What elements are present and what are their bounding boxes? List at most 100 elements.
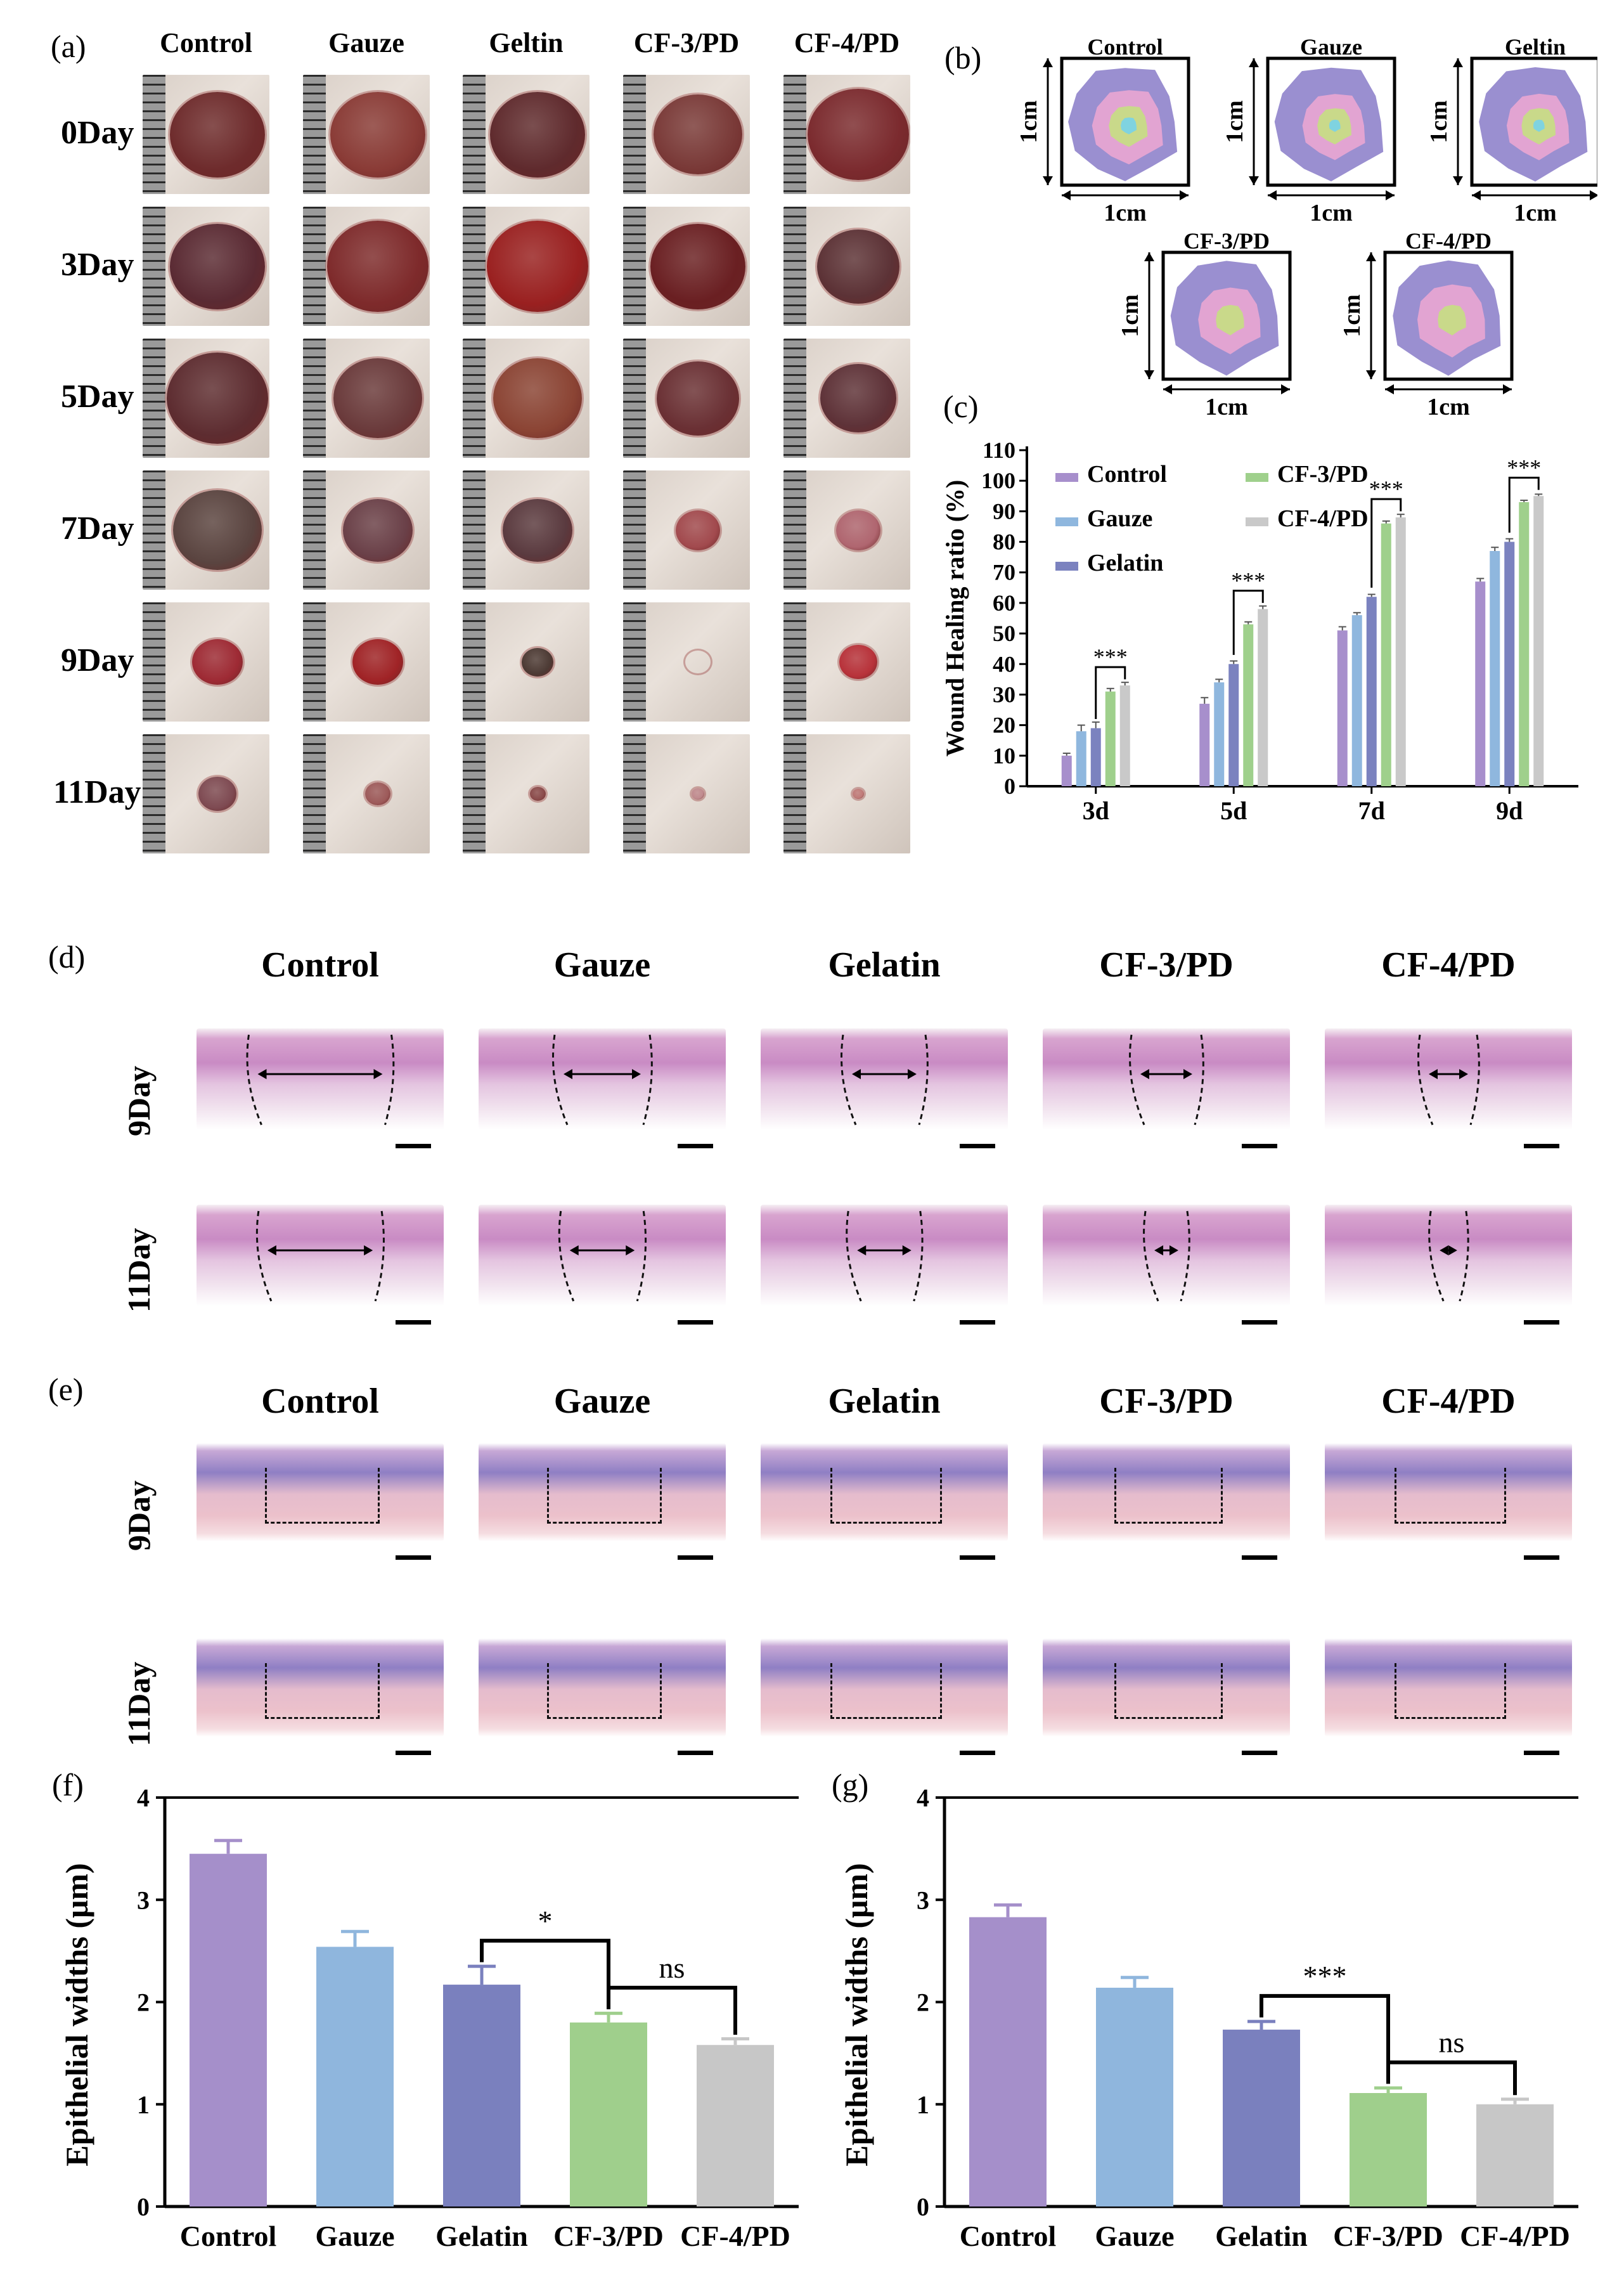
- wound-area: [692, 788, 704, 800]
- bar: [1199, 703, 1210, 786]
- x-tick-label: 9d: [1496, 796, 1523, 825]
- histology-section: [761, 1205, 1008, 1306]
- scale-bar: [1524, 1555, 1559, 1560]
- panel-a-letter: (a): [51, 29, 86, 64]
- wound-gap-marker: [255, 1210, 385, 1302]
- wound-edge-line: [246, 1034, 262, 1125]
- histology-row-header: 11Day: [121, 1661, 157, 1746]
- significance-label: ***: [1303, 1960, 1347, 1992]
- bar: [1243, 624, 1254, 786]
- photo-column-header: Gauze: [328, 27, 404, 58]
- x-tick-label: 7d: [1358, 796, 1385, 825]
- wound-area: [836, 510, 880, 550]
- significance-bracket: [1370, 498, 1402, 588]
- wound-photo: [623, 207, 750, 326]
- histology-section: [1043, 1205, 1290, 1306]
- y-tick-label: 20: [993, 713, 1015, 738]
- wound-photo: [303, 470, 430, 590]
- wound-area: [817, 229, 899, 304]
- wound-area: [487, 221, 588, 312]
- bar: [1366, 597, 1377, 786]
- wound-area: [167, 353, 268, 444]
- dermis-region-box: [830, 1662, 942, 1719]
- wound-edge-line: [1469, 1034, 1480, 1125]
- scale-bar: [396, 1320, 431, 1325]
- photo-column-header: Geltin: [489, 27, 564, 58]
- panel-letter: (g): [832, 1769, 868, 1803]
- photo-row-header: 0Day: [61, 115, 134, 151]
- histology-section: [1325, 1443, 1572, 1541]
- bar: [1351, 615, 1362, 786]
- scale-bar: [396, 1751, 431, 1755]
- y-tick-label: 50: [993, 621, 1015, 646]
- histology-column-header: Gauze: [553, 1382, 651, 1421]
- significance-bracket: [1508, 476, 1540, 533]
- photo-ruler: [303, 470, 326, 590]
- wound-gap-marker: [846, 1210, 924, 1302]
- photo-ruler: [463, 207, 486, 326]
- histology-section: [1325, 1205, 1572, 1306]
- photo-ruler: [783, 75, 806, 194]
- scale-bar: [678, 1144, 713, 1148]
- wound-gap-marker: [1143, 1210, 1190, 1302]
- y-axis-label: Epithelial widths (μm): [59, 1863, 94, 2166]
- y-tick-label: 3: [917, 1886, 929, 1914]
- wound-photo: [303, 339, 430, 458]
- wound-photo: [463, 734, 590, 853]
- wound-area: [490, 91, 585, 178]
- photo-ruler: [303, 207, 326, 326]
- wound-photo: [463, 75, 590, 194]
- histology-column-header: Gelatin: [828, 945, 941, 985]
- wound-photo: [783, 339, 910, 458]
- wound-photo: [143, 602, 269, 722]
- x-tick-label: Control: [960, 2220, 1057, 2252]
- wound-gap-marker: [246, 1034, 395, 1125]
- panel-d-letter: (d): [48, 939, 86, 975]
- gap-arrowhead: [1429, 1069, 1468, 1079]
- legend-swatch: [1055, 473, 1078, 482]
- wound-photo: [463, 339, 590, 458]
- wound-edge-line: [384, 1034, 395, 1125]
- wound-edge-line: [1129, 1034, 1145, 1125]
- scale-label-vertical: 1cm: [1015, 100, 1042, 143]
- histology-section: [479, 1028, 726, 1130]
- scale-bar: [678, 1320, 713, 1325]
- wound-map: Gauze 1cm 1cm: [1221, 34, 1396, 226]
- x-tick-label: CF-3/PD: [553, 2220, 664, 2252]
- bar: [443, 1985, 520, 2207]
- photo-row-header: 5Day: [61, 379, 134, 415]
- y-tick-label: 30: [993, 682, 1015, 707]
- photo-row-header: 7Day: [61, 510, 134, 547]
- wound-area: [365, 782, 390, 805]
- photo-ruler: [463, 470, 486, 590]
- wound-edge-line: [1417, 1034, 1434, 1125]
- bar: [1228, 664, 1239, 786]
- legend-label: Control: [1087, 461, 1167, 488]
- wound-photo: [623, 75, 750, 194]
- bar: [1090, 728, 1101, 786]
- wound-photo: [143, 207, 269, 326]
- dermis-region-box: [264, 1467, 380, 1524]
- x-tick-label: Gauze: [315, 2220, 394, 2252]
- scale-label-vertical: 1cm: [1426, 100, 1452, 143]
- bar: [1490, 551, 1500, 786]
- wound-edge-line: [642, 1034, 653, 1125]
- histology-section: [1325, 1028, 1572, 1130]
- scale-label-horizontal: 1cm: [1104, 200, 1147, 226]
- wound-photo: [623, 602, 750, 722]
- wound-photo: [623, 734, 750, 853]
- bar: [1475, 581, 1486, 786]
- legend-label: CF-4/PD: [1277, 505, 1369, 532]
- wound-edge-line: [918, 1034, 929, 1125]
- wound-area: [493, 358, 582, 438]
- photo-ruler: [623, 75, 646, 194]
- gap-arrowhead: [1154, 1245, 1178, 1255]
- wound-area: [173, 490, 262, 570]
- wound-edge-line: [636, 1210, 647, 1302]
- legend-swatch: [1246, 473, 1268, 482]
- bar: [1381, 523, 1391, 786]
- wound-area: [853, 788, 864, 800]
- wound-photo: [303, 75, 430, 194]
- wound-photo: [463, 470, 590, 590]
- gap-arrowhead: [564, 1069, 641, 1079]
